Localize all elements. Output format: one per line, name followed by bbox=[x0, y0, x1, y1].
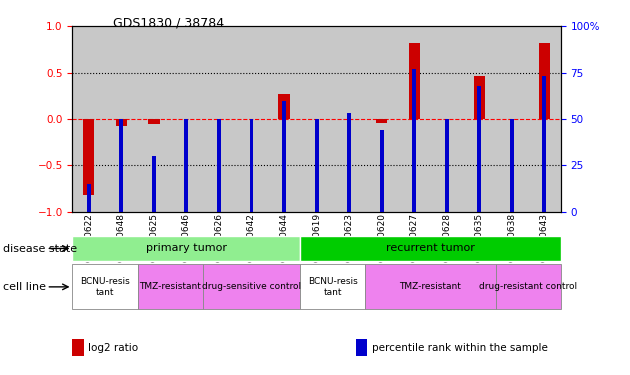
Bar bbox=[105, 26, 137, 212]
Bar bbox=[268, 26, 301, 212]
Bar bbox=[185, 119, 188, 212]
Text: drug-sensitive control: drug-sensitive control bbox=[202, 282, 301, 291]
Text: TMZ-resistant: TMZ-resistant bbox=[139, 282, 201, 291]
Bar bbox=[137, 264, 203, 309]
Bar bbox=[496, 264, 561, 309]
Bar bbox=[528, 26, 561, 212]
Bar bbox=[347, 114, 351, 212]
Bar bbox=[510, 119, 514, 212]
Text: GDS1830 / 38784: GDS1830 / 38784 bbox=[113, 17, 224, 30]
Text: drug-resistant control: drug-resistant control bbox=[479, 282, 577, 291]
Bar bbox=[203, 26, 235, 212]
Bar bbox=[474, 76, 485, 119]
Bar bbox=[365, 264, 496, 309]
Bar bbox=[203, 264, 301, 309]
Bar bbox=[376, 119, 387, 123]
Bar bbox=[314, 119, 319, 212]
Bar bbox=[137, 26, 170, 212]
Bar bbox=[152, 156, 156, 212]
Bar bbox=[301, 264, 365, 309]
Bar bbox=[282, 100, 286, 212]
Bar bbox=[542, 76, 546, 212]
Bar bbox=[301, 236, 561, 261]
Bar bbox=[72, 264, 137, 309]
Bar bbox=[412, 69, 416, 212]
Bar bbox=[430, 26, 463, 212]
Bar bbox=[72, 236, 301, 261]
Bar bbox=[539, 43, 550, 119]
Bar bbox=[217, 119, 221, 212]
Bar bbox=[115, 119, 127, 126]
Bar bbox=[478, 86, 481, 212]
Bar bbox=[87, 184, 91, 212]
Bar bbox=[72, 26, 105, 212]
Bar bbox=[83, 119, 94, 195]
Text: TMZ-resistant: TMZ-resistant bbox=[399, 282, 461, 291]
Bar bbox=[380, 130, 384, 212]
Text: recurrent tumor: recurrent tumor bbox=[386, 243, 475, 254]
Text: percentile rank within the sample: percentile rank within the sample bbox=[372, 343, 547, 353]
Text: primary tumor: primary tumor bbox=[146, 243, 227, 254]
Bar bbox=[445, 119, 449, 212]
Text: BCNU-resis
tant: BCNU-resis tant bbox=[80, 277, 130, 297]
Bar bbox=[235, 26, 268, 212]
Bar bbox=[119, 119, 123, 212]
Text: cell line: cell line bbox=[3, 282, 46, 292]
Bar bbox=[249, 119, 253, 212]
Bar bbox=[148, 119, 159, 124]
Bar bbox=[463, 26, 496, 212]
Text: disease state: disease state bbox=[3, 244, 77, 254]
Bar bbox=[496, 26, 528, 212]
Bar bbox=[365, 26, 398, 212]
Text: BCNU-resis
tant: BCNU-resis tant bbox=[308, 277, 358, 297]
Bar bbox=[398, 26, 430, 212]
Bar bbox=[301, 26, 333, 212]
Bar bbox=[333, 26, 365, 212]
Bar bbox=[278, 94, 290, 119]
Bar bbox=[170, 26, 203, 212]
Bar bbox=[408, 43, 420, 119]
Text: log2 ratio: log2 ratio bbox=[88, 343, 139, 353]
